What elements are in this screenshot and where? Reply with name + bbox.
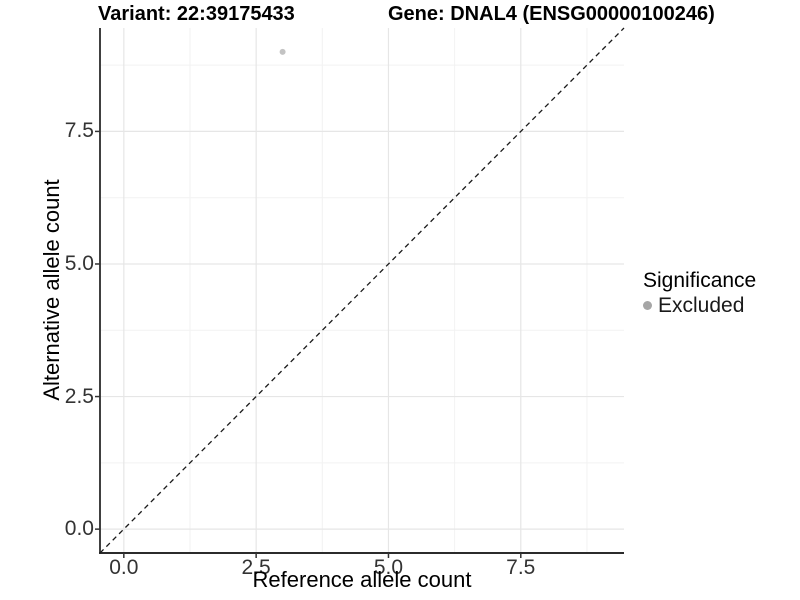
legend-title: Significance <box>643 269 757 292</box>
y-tick-label: 7.5 <box>64 119 94 143</box>
legend-item-excluded: Excluded <box>643 293 756 318</box>
x-axis-title: Reference allele count <box>252 567 472 592</box>
y-tick-label: 2.5 <box>64 384 94 408</box>
y-axis-title: Alternative allele count <box>39 179 64 401</box>
plot-title-variant: Variant: 22:39175433 <box>98 3 295 25</box>
data-point-excluded <box>279 48 286 55</box>
x-tick-label: 7.5 <box>506 556 536 579</box>
y-tick-label: 0.0 <box>64 517 94 541</box>
x-tick-label: 0.0 <box>109 556 139 579</box>
x-tick-label: 5.0 <box>373 556 404 579</box>
legend-item-label: Excluded <box>658 294 745 317</box>
legend-point-icon <box>643 301 652 310</box>
identity-dashed-line <box>99 27 625 554</box>
x-tick-label: 2.5 <box>241 556 271 579</box>
legend: Significance Excluded <box>643 268 756 318</box>
y-tick-label: 5.0 <box>64 251 94 275</box>
plot-title-gene: Gene: DNAL4 (ENSG00000100246) <box>388 3 715 25</box>
